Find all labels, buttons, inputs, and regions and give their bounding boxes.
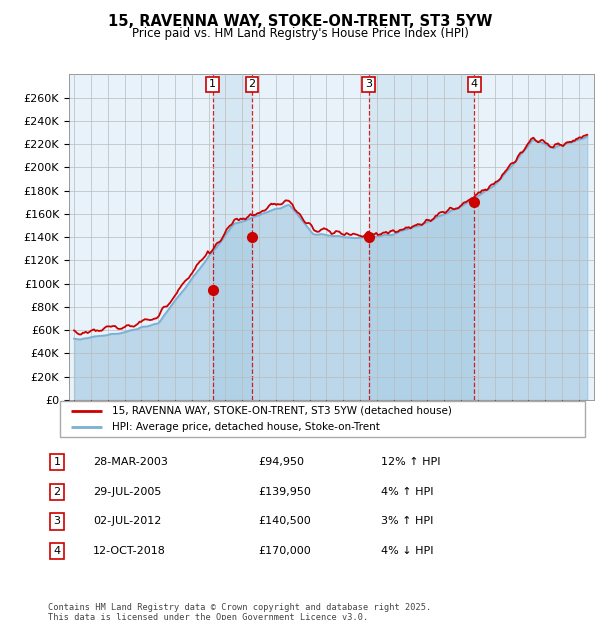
Text: Contains HM Land Registry data © Crown copyright and database right 2025.
This d: Contains HM Land Registry data © Crown c… [48,603,431,620]
Text: 12% ↑ HPI: 12% ↑ HPI [381,457,440,467]
Text: £94,950: £94,950 [258,457,304,467]
Text: 02-JUL-2012: 02-JUL-2012 [93,516,161,526]
Bar [212,74,252,400]
Text: £140,500: £140,500 [258,516,311,526]
Text: £139,950: £139,950 [258,487,311,497]
Text: 3% ↑ HPI: 3% ↑ HPI [381,516,433,526]
Text: 1: 1 [209,79,216,89]
Text: 4% ↑ HPI: 4% ↑ HPI [381,487,433,497]
Text: 3: 3 [365,79,372,89]
Bar [368,74,475,400]
Text: 4: 4 [471,79,478,89]
Text: 28-MAR-2003: 28-MAR-2003 [93,457,168,467]
FancyBboxPatch shape [60,401,585,437]
Text: 3: 3 [53,516,61,526]
Text: 12-OCT-2018: 12-OCT-2018 [93,546,166,556]
Text: Price paid vs. HM Land Registry's House Price Index (HPI): Price paid vs. HM Land Registry's House … [131,27,469,40]
Text: 2: 2 [248,79,256,89]
Text: 1: 1 [53,457,61,467]
Text: 15, RAVENNA WAY, STOKE-ON-TRENT, ST3 5YW: 15, RAVENNA WAY, STOKE-ON-TRENT, ST3 5YW [108,14,492,29]
Text: 15, RAVENNA WAY, STOKE-ON-TRENT, ST3 5YW (detached house): 15, RAVENNA WAY, STOKE-ON-TRENT, ST3 5YW… [113,406,452,416]
Text: 4% ↓ HPI: 4% ↓ HPI [381,546,433,556]
Text: 29-JUL-2005: 29-JUL-2005 [93,487,161,497]
Text: HPI: Average price, detached house, Stoke-on-Trent: HPI: Average price, detached house, Stok… [113,422,380,432]
Text: 4: 4 [53,546,61,556]
Text: 2: 2 [53,487,61,497]
Text: £170,000: £170,000 [258,546,311,556]
